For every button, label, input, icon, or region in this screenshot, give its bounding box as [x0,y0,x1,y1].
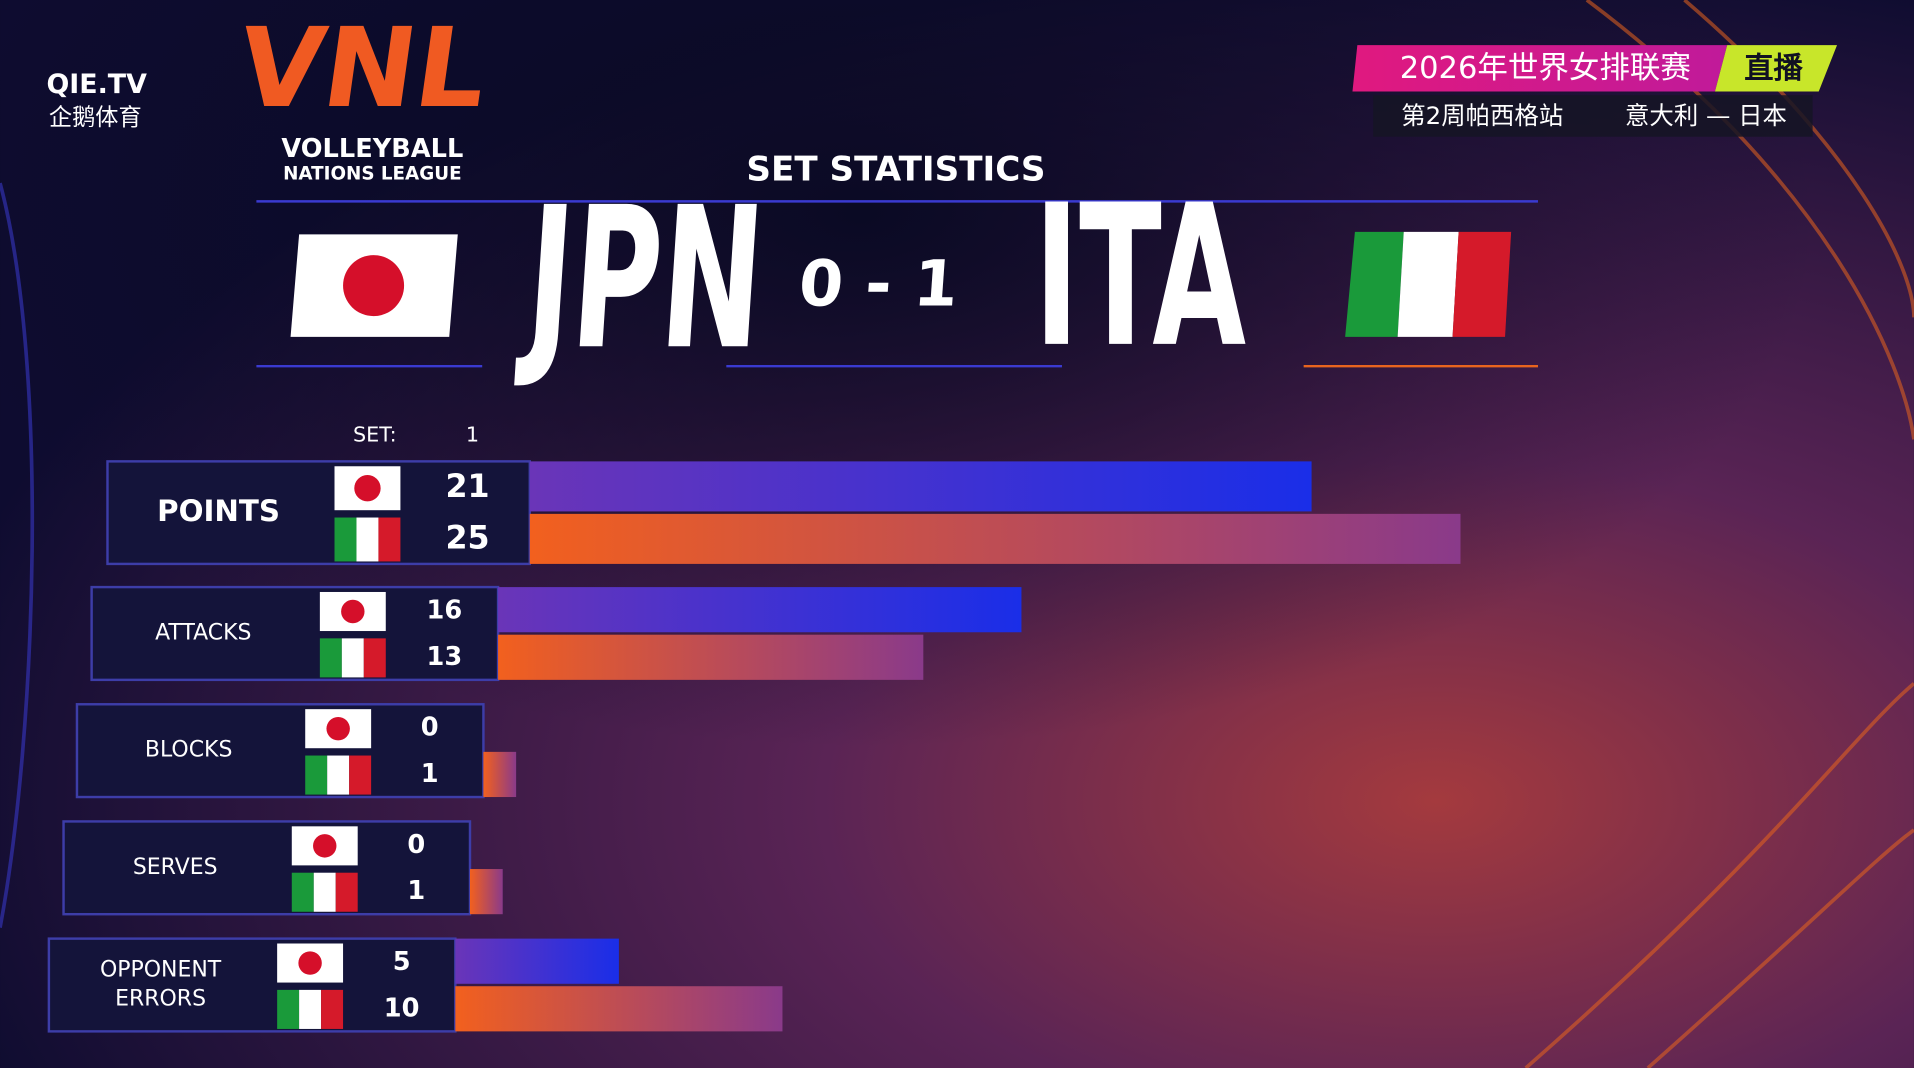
flag-ita-stripe [313,872,336,912]
flag-ita-stripe [327,755,350,795]
banner-stage: 第2周帕西格站 [1401,101,1563,130]
stat-row: BLOCKS 0 1 [75,703,517,799]
bar-ita [529,513,1461,564]
score: 0 - 1 [797,247,961,321]
stat-row: ATTACKS 16 13 [90,585,1022,682]
row-panel [75,703,485,799]
stat-value: 13 [427,642,463,672]
stat-value: 10 [384,993,420,1023]
away-team: ITA [1034,164,1246,391]
stat-row: SERVES 0 1 [62,820,503,916]
stat-label: OPPONENT [100,957,222,982]
bar-ita [498,634,924,680]
league-line1: VOLLEYBALL [281,134,463,164]
stat-row: POINTS 21 25 [106,460,1461,566]
bar-jpn [529,461,1312,512]
stat-value: 0 [421,713,439,743]
stat-label: BLOCKS [145,738,233,763]
stat-value: 0 [407,830,425,860]
set-number: 1 [466,423,479,447]
stat-label: POINTS [157,494,280,528]
banner-title: 2026年世界女排联赛 [1400,51,1691,86]
flag-jpn-disc [313,834,337,858]
row-panel [47,937,457,1033]
bar-ita [455,986,783,1032]
brand-name: QIE.TV [46,69,147,100]
flag-jpn-disc [354,475,381,502]
row-panel [90,585,500,682]
banner-badge: 直播 [1744,51,1803,85]
bar-ita [483,751,517,798]
stat-label: ERRORS [115,987,206,1012]
stats-title: SET STATISTICS [746,149,1045,189]
stat-value: 16 [427,596,463,626]
stat-value: 5 [393,947,411,977]
set-label: SET: [353,423,397,447]
stat-row: OPPONENT ERRORS 5 10 [47,937,783,1033]
flag-ita-stripe [305,755,328,795]
banner-match: 意大利 — 日本 [1625,101,1787,130]
banner-bg [1352,45,1728,92]
badge-bg [1714,45,1838,92]
flag-ita-stripe [335,872,358,912]
stat-value: 25 [445,520,489,556]
brand-subname: 企鹅体育 [49,104,142,131]
header-lines [256,200,1538,368]
flag-ita-stripe [319,638,342,678]
flag-jpn-disc [341,599,365,624]
row-panel [106,460,532,566]
bar-jpn [498,587,1022,633]
bar-ita [469,869,503,915]
stat-value: 1 [421,759,439,789]
home-team: JPN [513,166,770,393]
flag-ita-stripe [321,989,344,1029]
flag-ita-large [1345,231,1512,337]
flag-ita-stripe [299,989,322,1029]
league-line2: NATIONS LEAGUE [283,164,461,185]
bar-jpn [455,938,619,984]
stat-value: 21 [445,469,489,505]
flag-ita-stripe [277,989,300,1029]
flag-ita-stripe [334,517,357,562]
stage-bg [1373,95,1813,137]
flag-jpn-large [290,234,458,337]
flag-ita-stripe [378,517,401,562]
stat-label: SERVES [133,855,218,880]
row-panel [62,820,472,916]
flag-ita-stripe [363,638,386,678]
stat-rows: POINTS 21 25 ATTACKS 16 13 BLOCKS 0 1 SERVES 0 1 OPP… [47,460,1461,1033]
flag-ita-stripe [356,517,379,562]
league-logo: VNL [230,5,495,132]
flag-ita-stripe [291,872,314,912]
stat-label: ATTACKS [155,620,251,645]
flag-ita-stripe [349,755,372,795]
flag-ita-stripe [341,638,364,678]
flag-jpn-disc [298,951,322,975]
stat-value: 1 [407,876,425,906]
flag-jpn-disc [326,716,350,741]
